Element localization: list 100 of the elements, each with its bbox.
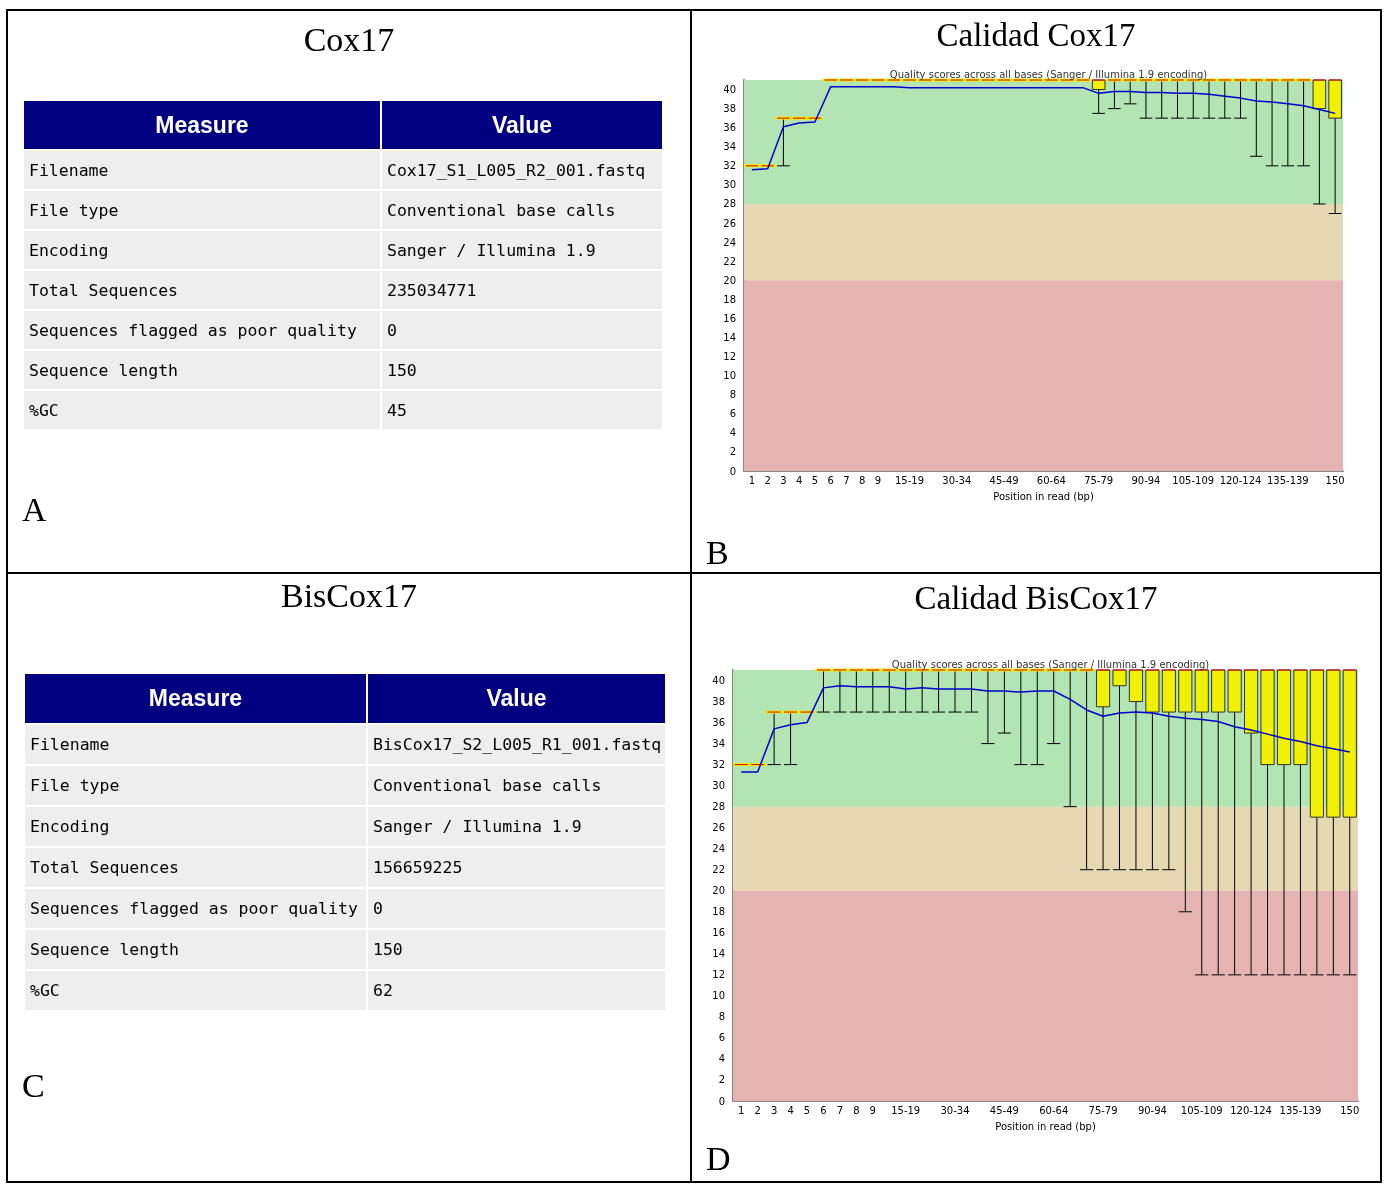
text: 235034771	[382, 271, 662, 309]
x-tick-label: 90-94	[1137, 1104, 1167, 1116]
text: Filename	[24, 151, 380, 189]
y-tick-label: 32	[712, 759, 725, 771]
y-tick-label: 8	[729, 389, 736, 401]
text: Encoding	[24, 231, 380, 269]
text: Measure	[24, 101, 380, 149]
chart-title: Calidad BisCox17	[914, 579, 1158, 616]
text: Conventional base calls	[368, 766, 665, 805]
y-tick-label: 30	[723, 179, 736, 191]
text: 150	[368, 930, 665, 969]
x-tick-label: 150	[1325, 474, 1345, 486]
x-tick-label: 5	[811, 474, 819, 486]
line-series	[740, 685, 1351, 773]
x-tick-label: 30-34	[940, 1104, 970, 1116]
text: Sequence length	[25, 930, 366, 969]
x-tick-label: 15-19	[894, 474, 925, 486]
x-tick-label: 4	[787, 1104, 794, 1116]
y-tick-label: 38	[723, 103, 736, 115]
x-tick-label: 30-34	[942, 474, 972, 486]
y-tick-label: 14	[712, 948, 725, 960]
y-tick-label: 24	[723, 236, 736, 248]
x-tick-label: 150	[1340, 1104, 1360, 1116]
chart-subtitle: Quality scores across all bases (Sanger / Illumina 1.9 encoding)	[889, 68, 1208, 80]
y-tick-label: 20	[723, 274, 736, 286]
x-tick-label: 9	[869, 1104, 876, 1116]
text: Cox17_S1_L005_R2_001.fastq	[382, 151, 662, 189]
y-tick-label: 14	[723, 331, 736, 343]
y-tick-label: 28	[712, 801, 725, 813]
x-tick-label: 105-109	[1172, 474, 1215, 486]
text: Value	[382, 101, 662, 149]
x-tick-label: 120-124	[1230, 1104, 1272, 1116]
x-tick-label: 105-109	[1180, 1104, 1223, 1116]
x-tick-label: 2	[754, 1104, 761, 1116]
chart-title: Calidad Cox17	[936, 16, 1136, 53]
y-tick-label: 4	[718, 1053, 725, 1065]
text: Total Sequences	[24, 271, 380, 309]
y-tick-label: 34	[712, 738, 725, 750]
text: Filename	[25, 725, 366, 764]
x-tick-label: 7	[836, 1104, 844, 1116]
text: Total Sequences	[25, 848, 366, 887]
x-tick-label: 135-139	[1266, 474, 1309, 486]
text: File type	[24, 191, 380, 229]
y-tick-label: 18	[712, 906, 725, 918]
x-tick-label: 4	[795, 474, 803, 486]
text: %GC	[24, 391, 380, 429]
y-tick-label: 16	[712, 927, 725, 939]
y-tick-label: 10	[723, 370, 736, 382]
text: 0	[382, 311, 662, 349]
x-tick-label: 90-94	[1131, 474, 1161, 486]
chart-subtitle: Quality scores across all bases (Sanger / Illumina 1.9 encoding)	[891, 658, 1210, 670]
text: %GC	[25, 971, 366, 1010]
y-tick-label: 38	[712, 696, 725, 708]
text: BisCox17	[279, 577, 418, 615]
x-axis-title: Position in read (bp)	[993, 490, 1094, 502]
text: 0	[368, 889, 665, 928]
x-tick-label: 60-64	[1039, 1104, 1069, 1116]
x-tick-label: 75-79	[1088, 1104, 1118, 1116]
text: Sanger / Illumina 1.9	[368, 807, 665, 846]
x-tick-label: 8	[859, 474, 866, 486]
x-tick-label: 60-64	[1036, 474, 1066, 486]
text: Conventional base calls	[382, 191, 662, 229]
text: Encoding	[25, 807, 366, 846]
x-tick-label: 6	[827, 474, 834, 486]
x-tick-label: 45-49	[989, 474, 1019, 486]
text: File type	[25, 766, 366, 805]
text: D	[706, 1139, 731, 1177]
y-tick-label: 24	[712, 843, 725, 855]
y-tick-label: 2	[718, 1074, 725, 1086]
text: Value	[368, 674, 665, 723]
text: Sanger / Illumina 1.9	[382, 231, 662, 269]
x-tick-label: 75-79	[1084, 474, 1114, 486]
y-tick-label: 4	[729, 427, 736, 439]
x-tick-label: 6	[820, 1104, 827, 1116]
y-tick-label: 12	[712, 969, 725, 981]
text: Sequence length	[24, 351, 380, 389]
x-tick-label: 8	[853, 1104, 860, 1116]
y-tick-label: 30	[712, 780, 725, 792]
x-tick-label: 7	[843, 474, 850, 486]
x-tick-label: 3	[780, 474, 787, 486]
x-tick-label: 3	[770, 1104, 778, 1116]
text: B	[706, 533, 729, 571]
y-tick-label: 32	[723, 160, 736, 172]
y-tick-label: 0	[729, 465, 736, 477]
x-axis-title: Position in read (bp)	[995, 1120, 1096, 1132]
text: 150	[382, 351, 662, 389]
text: Cox17	[302, 21, 396, 59]
y-tick-label: 22	[712, 864, 725, 876]
text: Sequences flagged as poor quality	[25, 889, 366, 928]
y-tick-label: 26	[712, 822, 725, 834]
x-tick-label: 45-49	[989, 1104, 1019, 1116]
x-tick-label: 5	[803, 1104, 811, 1116]
text: 62	[368, 971, 665, 1010]
y-tick-label: 40	[712, 675, 725, 687]
x-tick-label: 135-139	[1279, 1104, 1322, 1116]
y-tick-label: 10	[712, 990, 725, 1002]
y-tick-label: 12	[723, 351, 736, 363]
y-tick-label: 18	[723, 293, 736, 305]
y-tick-label: 26	[723, 217, 736, 229]
text: C	[22, 1067, 45, 1105]
